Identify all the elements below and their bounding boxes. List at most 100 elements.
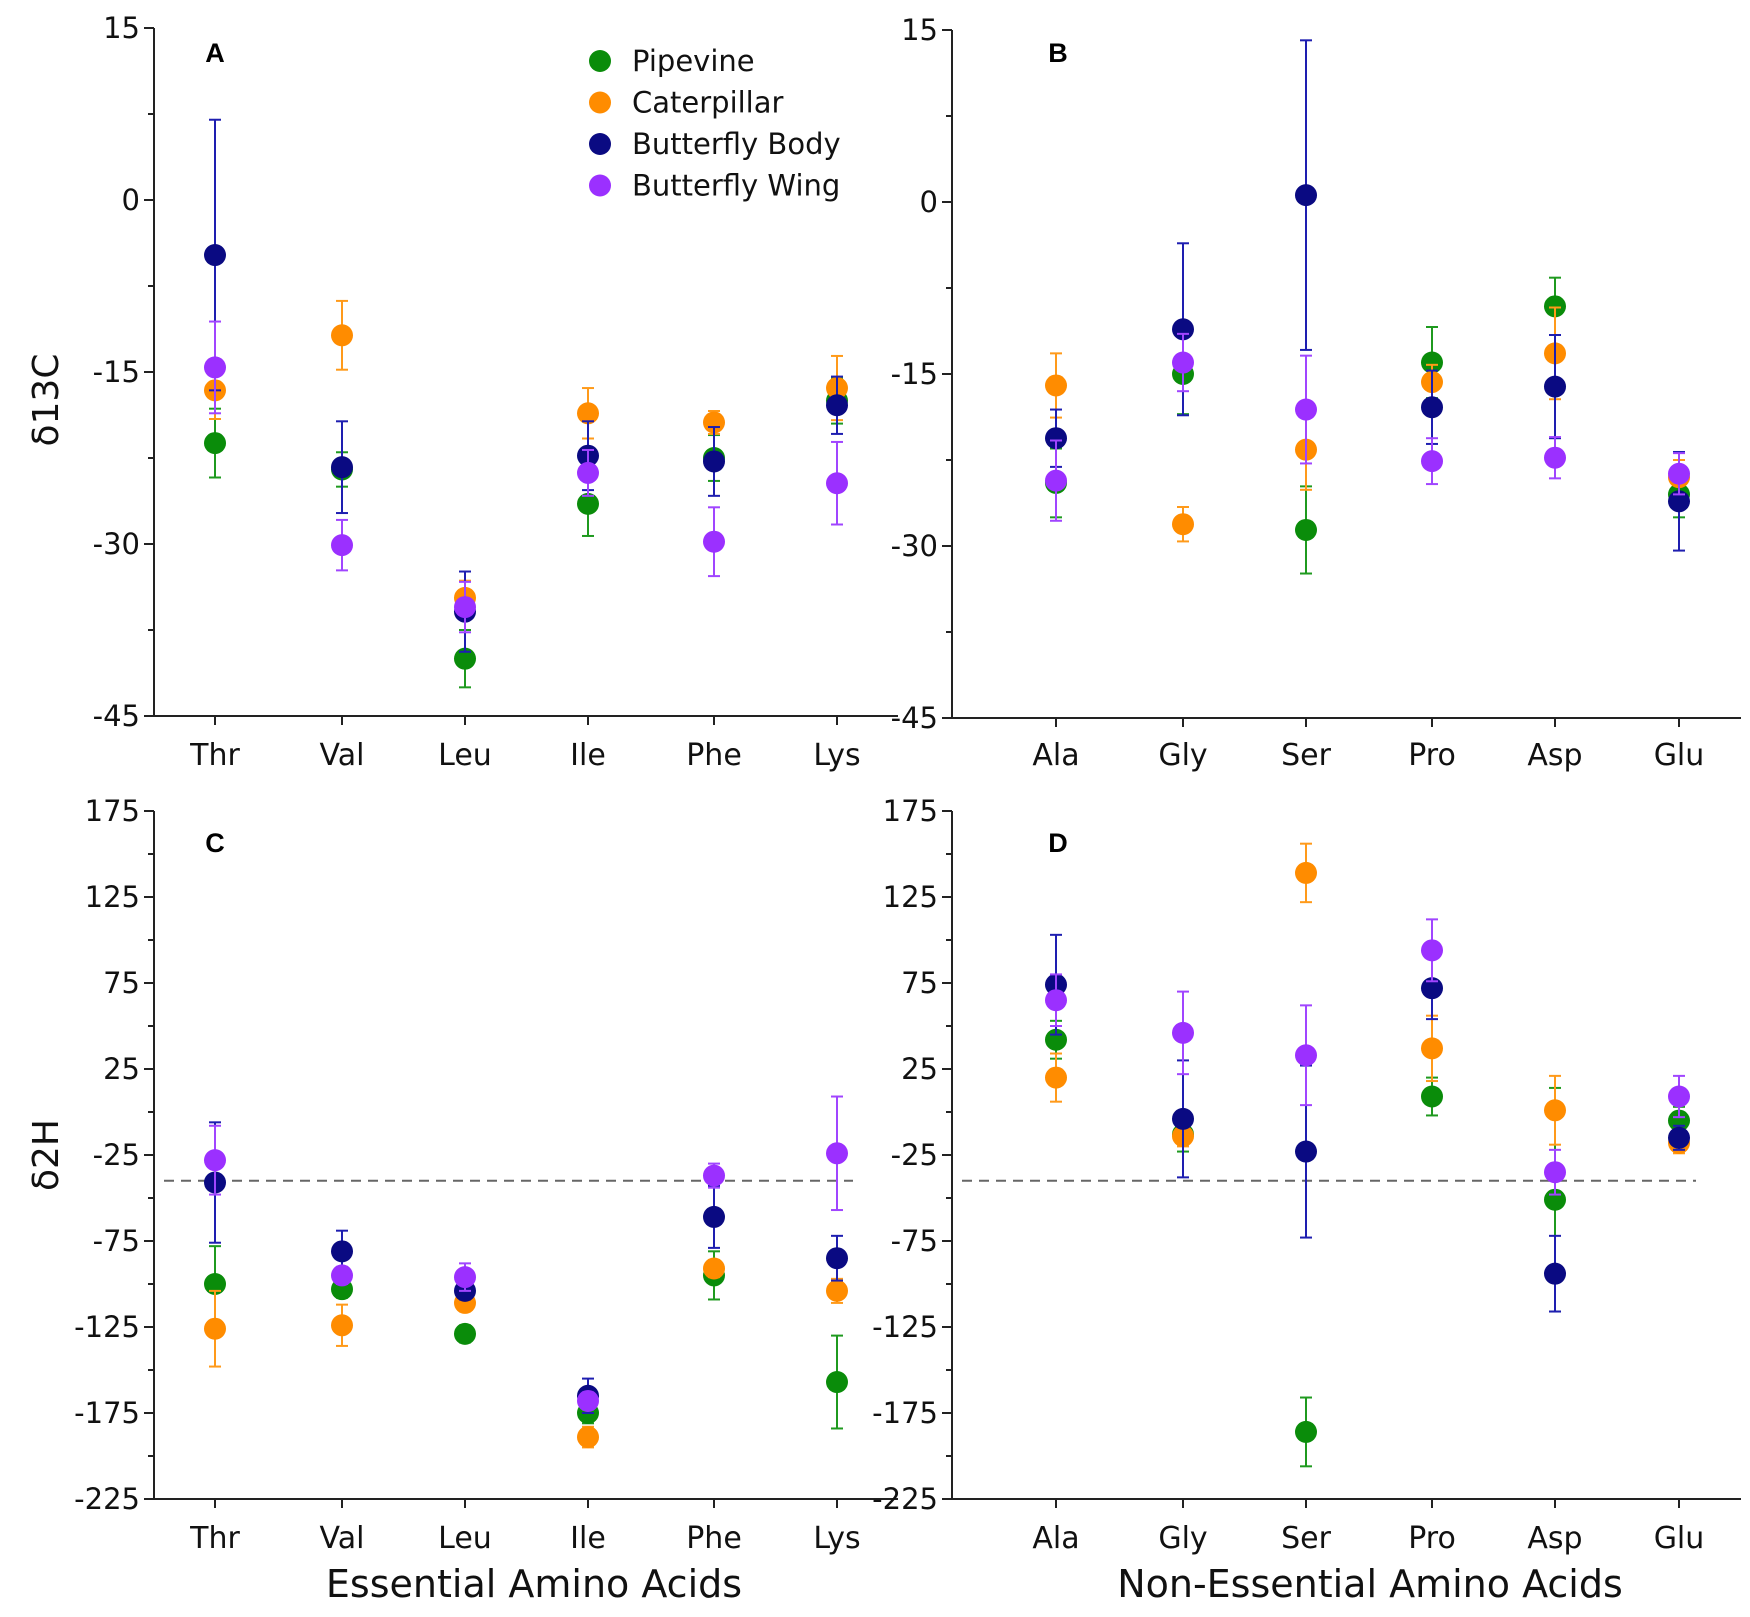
series-butterfly-wing	[1045, 918, 1690, 1196]
series-pipevine	[1045, 1019, 1690, 1468]
data-point	[331, 1240, 353, 1263]
x-tick-label: Ile	[570, 738, 606, 773]
data-point	[204, 432, 226, 455]
series-butterfly-body	[204, 1121, 848, 1414]
y-axis-title: δ13C	[26, 354, 67, 447]
series-butterfly-body	[1045, 933, 1690, 1313]
x-tick-label: Asp	[1527, 1521, 1582, 1556]
series-pipevine	[204, 1245, 848, 1430]
data-point	[1295, 518, 1317, 541]
series-pipevine	[1045, 276, 1690, 575]
data-point	[1668, 1085, 1690, 1108]
x-tick-label: Glu	[1654, 738, 1705, 773]
data-point	[1172, 1107, 1194, 1130]
y-tick-label: -175	[872, 1396, 938, 1430]
x-tick-label: Leu	[438, 738, 492, 773]
y-tick-label: 75	[901, 966, 938, 1000]
data-point	[204, 1317, 226, 1340]
x-tick-label: Pro	[1408, 1521, 1456, 1556]
x-tick-label: Gly	[1158, 1521, 1207, 1556]
x-tick-label: Gly	[1158, 738, 1207, 773]
data-point	[1421, 1037, 1443, 1060]
y-tick-label: 15	[901, 13, 938, 47]
data-point	[454, 596, 476, 619]
data-point	[703, 1164, 725, 1187]
series-butterfly-wing	[204, 1095, 848, 1412]
data-point	[331, 456, 353, 479]
data-point	[1544, 446, 1566, 469]
series-caterpillar	[1045, 306, 1690, 543]
data-point	[1421, 396, 1443, 419]
y-tick-label: -45	[891, 701, 938, 735]
data-point	[1544, 375, 1566, 398]
data-point	[577, 402, 599, 425]
panel-label: A	[205, 38, 225, 68]
data-point	[1045, 989, 1067, 1012]
data-point	[1295, 398, 1317, 421]
data-point	[331, 1314, 353, 1337]
series-butterfly-wing	[1045, 332, 1690, 522]
x-tick-label: Lys	[813, 1521, 860, 1556]
data-point	[703, 530, 725, 553]
data-point	[826, 1279, 848, 1302]
y-tick-label: 175	[85, 794, 140, 828]
x-tick-label: Thr	[189, 738, 240, 773]
x-tick-label: Val	[320, 738, 365, 773]
panel-B: 15 0 -15 -30 -45 Ala Gly Ser Pro Asp Glu B	[891, 13, 1741, 773]
x-tick-label: Lys	[813, 738, 860, 773]
data-point	[1421, 450, 1443, 473]
data-point	[826, 472, 848, 495]
x-tick-label: Asp	[1527, 738, 1582, 773]
y-tick-label: -175	[74, 1396, 140, 1430]
x-tick-label: Val	[320, 1521, 365, 1556]
data-point	[1668, 1126, 1690, 1149]
x-tick-label: Glu	[1654, 1521, 1705, 1556]
data-point	[1544, 1262, 1566, 1285]
data-point	[703, 1257, 725, 1280]
data-point	[204, 1273, 226, 1295]
data-point	[204, 356, 226, 379]
data-point	[454, 647, 476, 670]
x-tick-label: Phe	[686, 738, 742, 773]
data-point	[1668, 462, 1690, 485]
legend: Pipevine Caterpillar Butterfly Body Butterf…	[589, 44, 841, 203]
x-tick-label: Ser	[1281, 738, 1332, 773]
data-point	[1295, 184, 1317, 207]
data-point	[454, 1322, 476, 1345]
series-pipevine	[204, 376, 848, 689]
x-tick-label: Phe	[686, 1521, 742, 1556]
y-tick-label: -30	[891, 529, 938, 563]
y-tick-label: -25	[891, 1138, 938, 1172]
legend-label: Caterpillar	[632, 86, 784, 120]
y-tick-label: 0	[920, 185, 938, 219]
y-tick-label: -15	[891, 357, 938, 391]
data-point	[1668, 490, 1690, 513]
x-tick-label: Pro	[1408, 738, 1456, 773]
series-butterfly-wing	[204, 320, 848, 634]
data-point	[1421, 1085, 1443, 1108]
x-tick-label: Leu	[438, 1521, 492, 1556]
data-point	[703, 450, 725, 473]
data-point	[1544, 295, 1566, 318]
data-point	[1045, 1066, 1067, 1089]
x-tick-label: Thr	[189, 1521, 240, 1556]
y-tick-label: -125	[74, 1310, 140, 1344]
y-axis-title: δ2H	[26, 1119, 67, 1191]
y-tick-label: -30	[93, 527, 140, 561]
y-tick-label: -125	[872, 1310, 938, 1344]
data-point	[1421, 939, 1443, 962]
data-point	[1421, 351, 1443, 374]
data-point	[1544, 1099, 1566, 1122]
data-point	[703, 1205, 725, 1228]
x-axis-title: Non-Essential Amino Acids	[1117, 1562, 1623, 1606]
panel-label: D	[1048, 828, 1068, 858]
legend-label: Butterfly Wing	[632, 169, 840, 203]
y-tick-label: -75	[891, 1224, 938, 1258]
panel-label: C	[205, 828, 225, 858]
y-tick-label: 25	[901, 1052, 938, 1086]
panel-C: 175 125 75 25 -25 -75 -125 -175 -225 Thr Val Leu Ile…	[26, 794, 898, 1606]
data-point	[577, 1389, 599, 1412]
data-point	[577, 461, 599, 484]
x-tick-label: Ser	[1281, 1521, 1332, 1556]
